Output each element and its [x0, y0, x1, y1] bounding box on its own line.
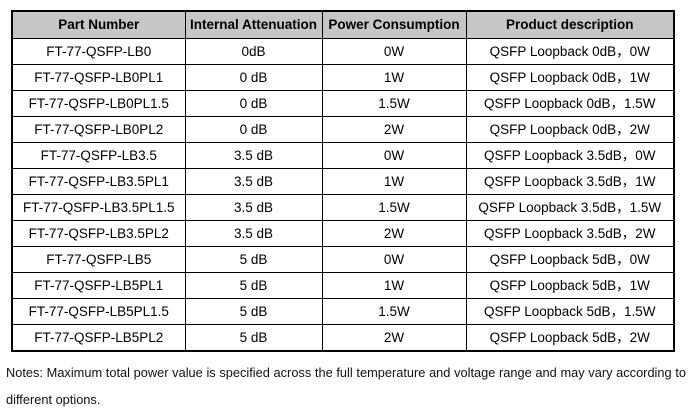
cell-product-description: QSFP Loopback 0dB，0W	[465, 38, 675, 65]
table-row: FT-77-QSFP-LB5 5 dB 0W QSFP Loopback 5dB…	[11, 246, 675, 273]
cell-part-number: FT-77-QSFP-LB0PL1	[11, 64, 186, 91]
table-row: FT-77-QSFP-LB5PL1.5 5 dB 1.5W QSFP Loopb…	[11, 298, 675, 325]
cell-product-description: QSFP Loopback 0dB，2W	[465, 116, 675, 143]
cell-internal-attenuation: 5 dB	[184, 272, 323, 299]
cell-power-consumption: 2W	[321, 116, 467, 143]
cell-internal-attenuation: 3.5 dB	[184, 194, 323, 221]
header-power-consumption: Power Consumption	[321, 10, 467, 39]
table-row: FT-77-QSFP-LB3.5 3.5 dB 0W QSFP Loopback…	[11, 142, 675, 169]
table-row: FT-77-QSFP-LB5PL2 5 dB 2W QSFP Loopback …	[11, 324, 675, 352]
table-row: FT-77-QSFP-LB5PL1 5 dB 1W QSFP Loopback …	[11, 272, 675, 299]
cell-part-number: FT-77-QSFP-LB0PL1.5	[11, 90, 186, 117]
cell-product-description: QSFP Loopback 3.5dB，1W	[465, 168, 675, 195]
table-row: FT-77-QSFP-LB3.5PL1 3.5 dB 1W QSFP Loopb…	[11, 168, 675, 195]
cell-power-consumption: 0W	[321, 246, 467, 273]
datasheet-page: Part Number Internal Attenuation Power C…	[0, 10, 691, 416]
product-spec-table: Part Number Internal Attenuation Power C…	[11, 10, 675, 352]
cell-part-number: FT-77-QSFP-LB5PL1	[11, 272, 186, 299]
cell-part-number: FT-77-QSFP-LB0	[11, 38, 186, 65]
cell-part-number: FT-77-QSFP-LB5PL1.5	[11, 298, 186, 325]
table-row: FT-77-QSFP-LB0PL2 0 dB 2W QSFP Loopback …	[11, 116, 675, 143]
cell-power-consumption: 1.5W	[321, 90, 467, 117]
cell-product-description: QSFP Loopback 3.5dB，1.5W	[465, 194, 675, 221]
cell-power-consumption: 1.5W	[321, 298, 467, 325]
table-row: FT-77-QSFP-LB3.5PL1.5 3.5 dB 1.5W QSFP L…	[11, 194, 675, 221]
cell-internal-attenuation: 3.5 dB	[184, 168, 323, 195]
table-row: FT-77-QSFP-LB0 0dB 0W QSFP Loopback 0dB，…	[11, 38, 675, 65]
header-product-description: Product description	[465, 10, 675, 39]
cell-power-consumption: 1W	[321, 272, 467, 299]
header-part-number: Part Number	[11, 10, 186, 39]
table-row: FT-77-QSFP-LB0PL1 0 dB 1W QSFP Loopback …	[11, 64, 675, 91]
cell-part-number: FT-77-QSFP-LB3.5PL1.5	[11, 194, 186, 221]
table-row: FT-77-QSFP-LB3.5PL2 3.5 dB 2W QSFP Loopb…	[11, 220, 675, 247]
cell-internal-attenuation: 0 dB	[184, 116, 323, 143]
cell-power-consumption: 1W	[321, 64, 467, 91]
table-header-row: Part Number Internal Attenuation Power C…	[11, 10, 675, 39]
cell-power-consumption: 0W	[321, 142, 467, 169]
cell-power-consumption: 1.5W	[321, 194, 467, 221]
header-internal-attenuation: Internal Attenuation	[184, 10, 323, 39]
cell-product-description: QSFP Loopback 5dB，1.5W	[465, 298, 675, 325]
cell-internal-attenuation: 5 dB	[184, 298, 323, 325]
cell-part-number: FT-77-QSFP-LB3.5	[11, 142, 186, 169]
cell-product-description: QSFP Loopback 3.5dB，0W	[465, 142, 675, 169]
cell-internal-attenuation: 3.5 dB	[184, 142, 323, 169]
cell-part-number: FT-77-QSFP-LB0PL2	[11, 116, 186, 143]
cell-product-description: QSFP Loopback 5dB，2W	[465, 324, 675, 352]
cell-product-description: QSFP Loopback 5dB，0W	[465, 246, 675, 273]
cell-product-description: QSFP Loopback 0dB，1.5W	[465, 90, 675, 117]
cell-power-consumption: 1W	[321, 168, 467, 195]
cell-part-number: FT-77-QSFP-LB5	[11, 246, 186, 273]
cell-internal-attenuation: 0dB	[184, 38, 323, 65]
cell-internal-attenuation: 5 dB	[184, 246, 323, 273]
cell-product-description: QSFP Loopback 5dB，1W	[465, 272, 675, 299]
cell-part-number: FT-77-QSFP-LB3.5PL1	[11, 168, 186, 195]
cell-part-number: FT-77-QSFP-LB3.5PL2	[11, 220, 186, 247]
notes-text: Notes: Maximum total power value is spec…	[6, 365, 686, 407]
cell-power-consumption: 2W	[321, 324, 467, 352]
cell-internal-attenuation: 5 dB	[184, 324, 323, 352]
cell-internal-attenuation: 0 dB	[184, 90, 323, 117]
cell-power-consumption: 0W	[321, 38, 467, 65]
cell-part-number: FT-77-QSFP-LB5PL2	[11, 324, 186, 352]
cell-product-description: QSFP Loopback 3.5dB，2W	[465, 220, 675, 247]
cell-internal-attenuation: 3.5 dB	[184, 220, 323, 247]
cell-internal-attenuation: 0 dB	[184, 64, 323, 91]
cell-product-description: QSFP Loopback 0dB，1W	[465, 64, 675, 91]
cell-power-consumption: 2W	[321, 220, 467, 247]
table-row: FT-77-QSFP-LB0PL1.5 0 dB 1.5W QSFP Loopb…	[11, 90, 675, 117]
